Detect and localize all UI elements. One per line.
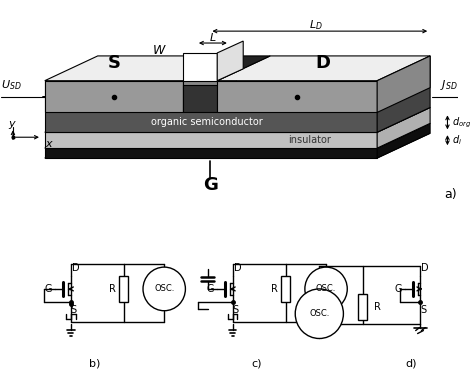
- Text: OSC.: OSC.: [154, 285, 174, 293]
- Polygon shape: [45, 81, 377, 132]
- Text: $L$: $L$: [209, 31, 216, 43]
- Polygon shape: [45, 108, 430, 132]
- Text: OSC.: OSC.: [316, 285, 336, 293]
- Text: $L_D$: $L_D$: [309, 18, 322, 32]
- Text: D: D: [316, 54, 331, 72]
- Text: d): d): [405, 358, 417, 368]
- Text: insulator: insulator: [288, 135, 331, 145]
- Polygon shape: [217, 56, 430, 81]
- Text: $x$: $x$: [45, 139, 54, 149]
- Text: $U_{SD}$: $U_{SD}$: [1, 78, 22, 92]
- Text: a): a): [445, 188, 457, 201]
- Polygon shape: [45, 81, 183, 112]
- Text: S: S: [108, 54, 120, 72]
- Polygon shape: [217, 81, 377, 112]
- Text: OSC.: OSC.: [309, 309, 329, 318]
- Polygon shape: [377, 108, 430, 148]
- Polygon shape: [377, 56, 430, 112]
- Text: b): b): [89, 358, 100, 368]
- Text: $d_{org}$: $d_{org}$: [452, 115, 472, 129]
- Circle shape: [295, 289, 343, 338]
- Bar: [281, 276, 290, 302]
- Text: $W$: $W$: [152, 45, 167, 58]
- Text: $y$: $y$: [9, 119, 18, 131]
- Circle shape: [143, 267, 185, 311]
- Bar: [119, 276, 128, 302]
- Text: S: S: [420, 305, 427, 315]
- Circle shape: [305, 267, 347, 311]
- Polygon shape: [45, 123, 430, 148]
- Polygon shape: [45, 133, 430, 158]
- Text: c): c): [251, 358, 262, 368]
- Text: D: D: [72, 263, 79, 273]
- Polygon shape: [45, 132, 377, 148]
- Polygon shape: [377, 56, 430, 132]
- Polygon shape: [45, 56, 237, 81]
- Polygon shape: [183, 85, 217, 112]
- Polygon shape: [183, 56, 237, 112]
- Text: $J_{SD}$: $J_{SD}$: [440, 78, 458, 92]
- Text: R: R: [271, 284, 277, 294]
- Text: G: G: [207, 284, 214, 294]
- Text: D: D: [234, 263, 241, 273]
- Text: G: G: [203, 176, 218, 194]
- Text: S: S: [232, 305, 238, 315]
- Text: G: G: [395, 284, 402, 294]
- Polygon shape: [377, 123, 430, 158]
- Polygon shape: [183, 53, 217, 81]
- Text: $d_i$: $d_i$: [452, 133, 462, 147]
- Text: S: S: [71, 305, 77, 315]
- Polygon shape: [217, 41, 243, 81]
- Text: R: R: [374, 302, 381, 312]
- Text: organic semiconductor: organic semiconductor: [151, 117, 263, 127]
- Text: R: R: [109, 284, 116, 294]
- Polygon shape: [183, 56, 270, 81]
- Bar: [358, 294, 367, 320]
- Polygon shape: [45, 148, 377, 158]
- Text: D: D: [421, 263, 429, 273]
- Text: G: G: [45, 284, 53, 294]
